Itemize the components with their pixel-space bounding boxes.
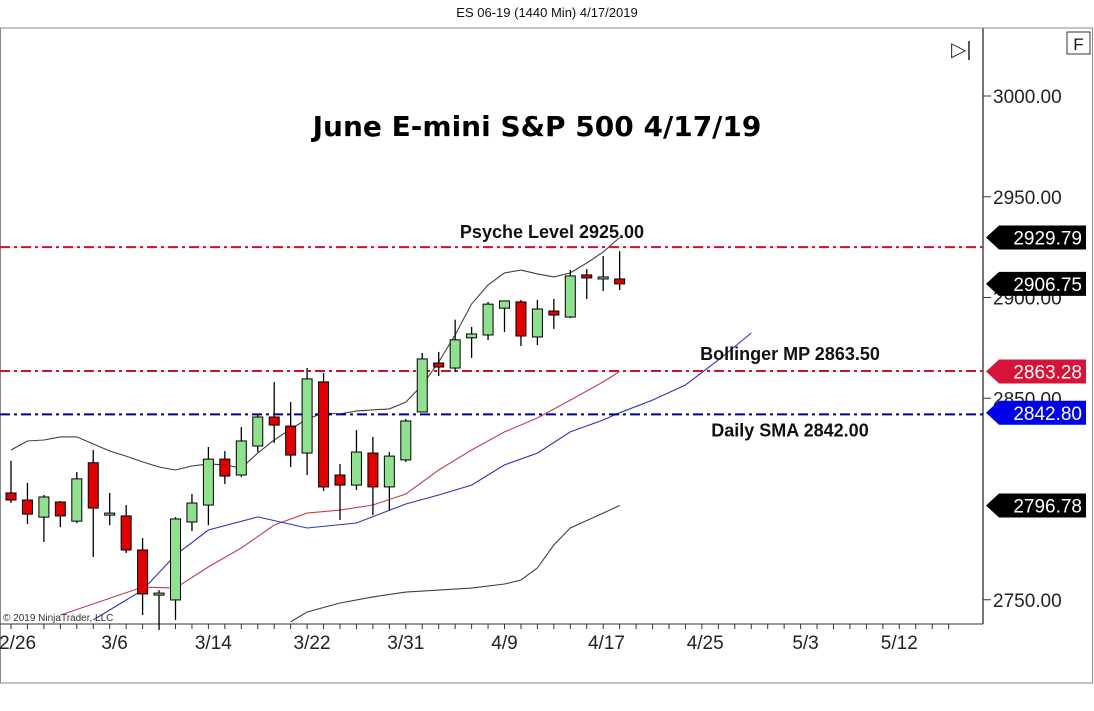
lower-bollinger-band: [290, 505, 620, 623]
x-tick-label: 4/25: [687, 633, 724, 654]
candle-up[interactable]: [235, 440, 247, 476]
price-tag-label: 2863.28: [1013, 362, 1082, 383]
y-tick-label: 2750.00: [993, 591, 1062, 612]
candle-down[interactable]: [137, 549, 149, 595]
price-tag: [986, 225, 1086, 250]
price-tag: [986, 359, 1086, 384]
candle-up[interactable]: [301, 378, 313, 454]
candle-up[interactable]: [186, 502, 198, 523]
candle-down[interactable]: [581, 274, 593, 279]
candle-down[interactable]: [268, 416, 280, 426]
window-title: ES 06-19 (1440 Min) 4/17/2019: [456, 5, 638, 20]
price-tag-label: 2929.79: [1013, 228, 1082, 249]
upper-bollinger-band: [10, 237, 620, 471]
x-tick-label: 4/9: [491, 633, 517, 654]
candle-down[interactable]: [334, 474, 346, 486]
price-tag: [986, 271, 1086, 296]
price-tag-label: 2796.78: [1013, 496, 1082, 517]
candle-down[interactable]: [515, 301, 527, 337]
sma-line: [93, 332, 752, 621]
candle-up[interactable]: [202, 458, 214, 506]
candle-down[interactable]: [54, 501, 66, 517]
price-tag-label: 2906.75: [1013, 275, 1082, 296]
candle-up[interactable]: [153, 592, 165, 596]
copyright-text: © 2019 NinjaTrader, LLC: [3, 613, 113, 624]
y-tick-label: 3000.00: [993, 87, 1062, 108]
x-tick-label: 5/3: [792, 633, 818, 654]
candle-down[interactable]: [433, 362, 445, 368]
candle-down[interactable]: [219, 458, 231, 477]
candle-down[interactable]: [285, 425, 297, 456]
y-tick-label: 2950.00: [993, 188, 1062, 209]
candle-down[interactable]: [548, 310, 560, 316]
x-tick-label: 3/14: [195, 633, 232, 654]
candle-up[interactable]: [350, 451, 362, 486]
x-tick-label: 3/31: [387, 633, 424, 654]
price-tag: [986, 400, 1086, 425]
candle-down[interactable]: [614, 278, 626, 285]
candle-up[interactable]: [482, 303, 494, 336]
x-tick-label: 3/6: [101, 633, 127, 654]
x-tick-label: 4/17: [588, 633, 625, 654]
candle-down[interactable]: [367, 452, 379, 488]
candle-up[interactable]: [597, 276, 609, 280]
candle-down[interactable]: [120, 515, 132, 551]
candle-up[interactable]: [564, 275, 576, 318]
candle-up[interactable]: [71, 478, 83, 522]
candle-up[interactable]: [400, 420, 412, 461]
candle-up[interactable]: [416, 358, 428, 413]
level-label: Psyche Level 2925.00: [460, 222, 644, 242]
price-tag: [986, 493, 1086, 518]
candle-up[interactable]: [383, 455, 395, 488]
candle-up[interactable]: [499, 300, 510, 309]
x-tick-label: 3/22: [294, 633, 331, 654]
candle-up[interactable]: [449, 339, 461, 369]
price-tag-label: 2842.80: [1013, 404, 1082, 425]
f-button[interactable]: [1066, 31, 1091, 55]
level-label: Daily SMA 2842.00: [711, 420, 868, 440]
candle-down[interactable]: [318, 381, 330, 488]
candle-up[interactable]: [170, 518, 181, 601]
candle-down[interactable]: [87, 462, 99, 509]
candle-up[interactable]: [531, 308, 543, 338]
x-tick-label: 2/26: [0, 633, 36, 654]
candle-up[interactable]: [104, 512, 116, 516]
candle-up[interactable]: [252, 416, 264, 447]
candle-up[interactable]: [38, 496, 50, 518]
play-to-end-icon[interactable]: ▷|: [951, 39, 972, 61]
candle-up[interactable]: [466, 333, 478, 339]
f-button-label: F: [1073, 35, 1083, 54]
x-tick-label: 5/12: [881, 633, 918, 654]
candle-down[interactable]: [21, 499, 33, 515]
level-label: Bollinger MP 2863.50: [700, 344, 880, 364]
chart-title: June E-mini S&P 500 4/17/19: [311, 110, 762, 143]
candle-down[interactable]: [5, 492, 17, 501]
chart-frame: [0, 27, 1093, 684]
